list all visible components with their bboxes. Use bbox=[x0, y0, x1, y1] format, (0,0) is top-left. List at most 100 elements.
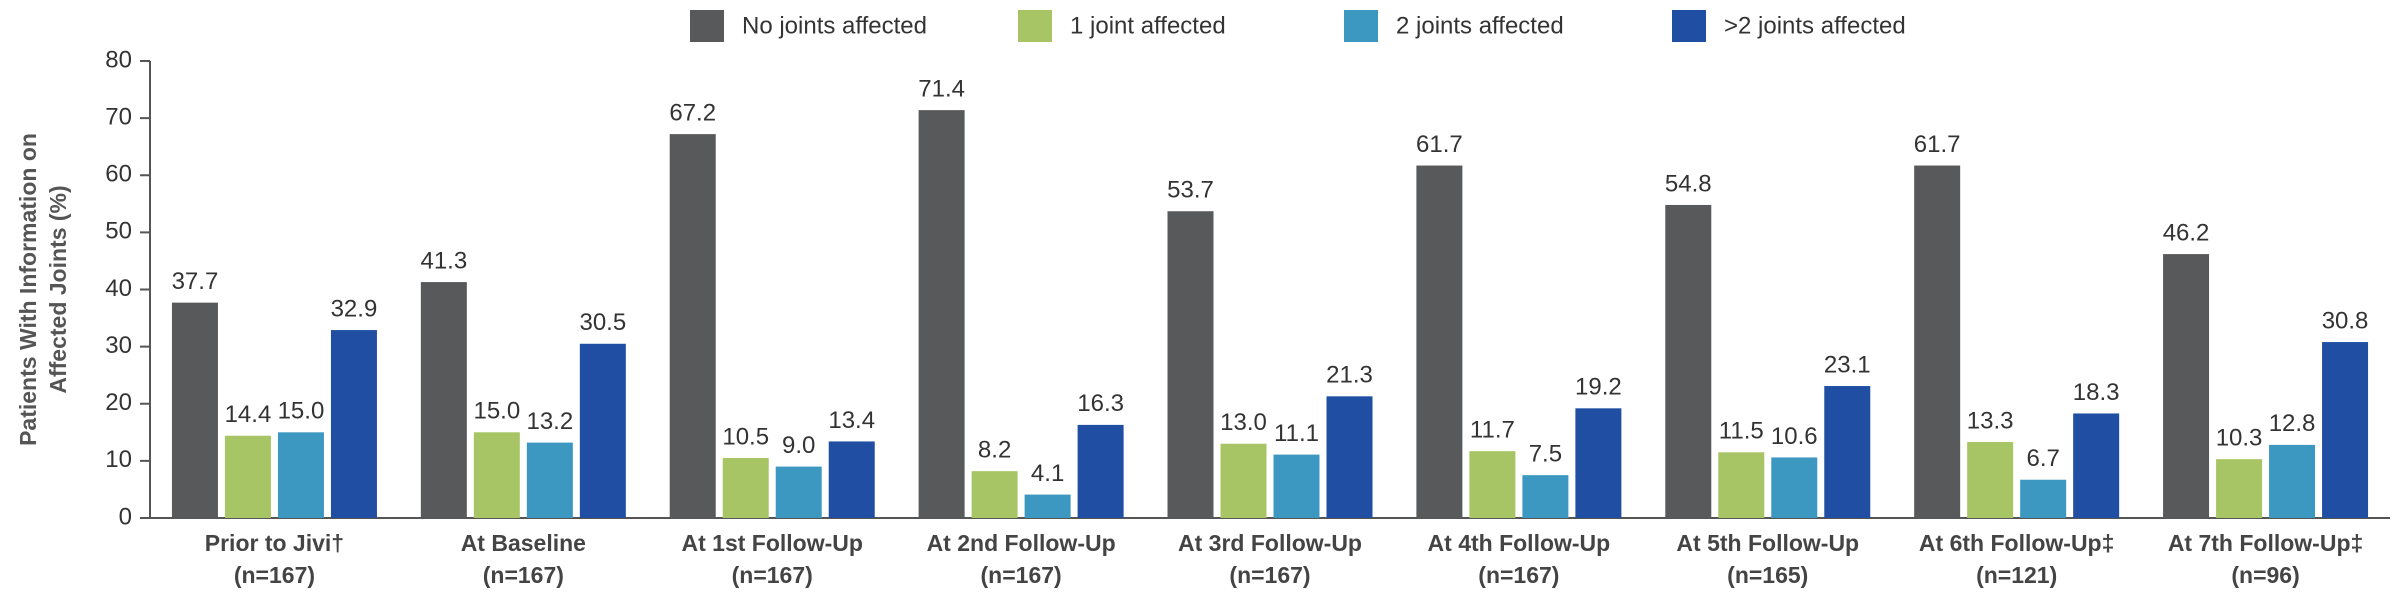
bar bbox=[971, 471, 1018, 518]
bar bbox=[420, 282, 467, 518]
value-label: 11.5 bbox=[1719, 418, 1764, 445]
x-tick-label: At Baseline bbox=[461, 530, 586, 556]
value-label: 30.8 bbox=[2322, 307, 2369, 334]
value-label: 12.8 bbox=[2269, 410, 2316, 437]
x-tick-label: (n=167) bbox=[732, 562, 813, 588]
bar bbox=[1522, 475, 1569, 518]
value-label: 15.0 bbox=[473, 398, 520, 425]
bar bbox=[1024, 494, 1071, 518]
value-label: 7.5 bbox=[1529, 441, 1562, 468]
bar bbox=[828, 441, 875, 518]
value-label: 61.7 bbox=[1914, 131, 1961, 158]
legend-label: No joints affected bbox=[742, 12, 927, 39]
value-label: 32.9 bbox=[331, 295, 378, 322]
y-tick-label: 70 bbox=[105, 103, 132, 130]
bar bbox=[1077, 424, 1124, 518]
value-label: 10.6 bbox=[1771, 423, 1818, 450]
y-tick-label: 30 bbox=[105, 332, 132, 359]
bar bbox=[330, 330, 377, 518]
value-label: 37.7 bbox=[172, 268, 219, 295]
y-tick-label: 40 bbox=[105, 275, 132, 302]
bar bbox=[918, 110, 965, 518]
value-label: 10.5 bbox=[722, 423, 769, 450]
bar bbox=[775, 466, 822, 518]
value-label: 67.2 bbox=[669, 99, 716, 126]
y-axis-label: Affected Joints (%) bbox=[45, 185, 71, 393]
legend-label: >2 joints affected bbox=[1724, 12, 1906, 39]
x-tick-label: (n=167) bbox=[234, 562, 315, 588]
legend-label: 2 joints affected bbox=[1396, 12, 1564, 39]
value-label: 10.3 bbox=[2216, 425, 2263, 452]
legend-swatch bbox=[690, 10, 724, 42]
value-label: 11.7 bbox=[1470, 417, 1515, 444]
bar bbox=[2269, 444, 2316, 518]
x-tick-label: At 2nd Follow-Up bbox=[927, 530, 1116, 556]
bar bbox=[579, 343, 626, 518]
value-label: 13.4 bbox=[828, 407, 875, 434]
bar bbox=[1665, 204, 1712, 518]
value-label: 53.7 bbox=[1167, 177, 1214, 204]
x-tick-label: (n=167) bbox=[1229, 562, 1310, 588]
y-tick-label: 20 bbox=[105, 389, 132, 416]
x-tick-label: (n=165) bbox=[1727, 562, 1808, 588]
legend-swatch bbox=[1344, 10, 1378, 42]
value-label: 8.2 bbox=[978, 437, 1011, 464]
bar bbox=[277, 432, 324, 518]
bar bbox=[669, 134, 716, 518]
x-tick-label: Prior to Jivi† bbox=[205, 530, 344, 556]
value-label: 13.0 bbox=[1220, 409, 1267, 436]
y-tick-label: 0 bbox=[119, 503, 132, 530]
x-tick-label: At 5th Follow-Up bbox=[1676, 530, 1859, 556]
x-tick-label: (n=121) bbox=[1976, 562, 2057, 588]
legend-label: 1 joint affected bbox=[1070, 12, 1226, 39]
bar bbox=[1824, 386, 1871, 518]
value-label: 13.2 bbox=[526, 408, 573, 435]
value-label: 19.2 bbox=[1575, 374, 1622, 401]
bar bbox=[1575, 408, 1622, 518]
value-label: 21.3 bbox=[1326, 362, 1373, 389]
bar bbox=[1967, 442, 2014, 518]
y-tick-label: 80 bbox=[105, 46, 132, 73]
value-label: 6.7 bbox=[2026, 445, 2059, 472]
bar bbox=[1273, 454, 1320, 518]
bar bbox=[2163, 254, 2210, 518]
value-label: 9.0 bbox=[782, 432, 815, 459]
value-label: 23.1 bbox=[1824, 351, 1871, 378]
x-tick-label: At 7th Follow-Up‡ bbox=[2168, 530, 2363, 556]
bar bbox=[224, 435, 271, 518]
bar bbox=[2073, 413, 2120, 518]
bar bbox=[473, 432, 520, 518]
legend-swatch bbox=[1672, 10, 1706, 42]
y-tick-label: 60 bbox=[105, 161, 132, 188]
y-axis-label: Patients With Information on bbox=[15, 133, 41, 446]
x-tick-label: (n=96) bbox=[2231, 562, 2299, 588]
value-label: 15.0 bbox=[278, 398, 325, 425]
x-tick-label: (n=167) bbox=[981, 562, 1062, 588]
value-label: 14.4 bbox=[225, 401, 272, 428]
bar bbox=[171, 302, 218, 518]
value-label: 11.1 bbox=[1274, 420, 1319, 447]
bar bbox=[2020, 479, 2067, 518]
legend-swatch bbox=[1018, 10, 1052, 42]
value-label: 41.3 bbox=[420, 247, 467, 274]
bar bbox=[1718, 452, 1765, 518]
value-label: 61.7 bbox=[1416, 131, 1463, 158]
bar bbox=[1914, 165, 1961, 518]
value-label: 16.3 bbox=[1077, 390, 1124, 417]
bar bbox=[1167, 211, 1214, 518]
y-tick-label: 10 bbox=[105, 446, 132, 473]
value-label: 18.3 bbox=[2073, 379, 2120, 406]
x-tick-label: At 6th Follow-Up‡ bbox=[1919, 530, 2114, 556]
x-tick-label: At 4th Follow-Up bbox=[1428, 530, 1611, 556]
bar bbox=[1220, 443, 1267, 518]
value-label: 71.4 bbox=[918, 75, 965, 102]
bar bbox=[722, 458, 769, 518]
value-label: 30.5 bbox=[579, 309, 626, 336]
value-label: 54.8 bbox=[1665, 170, 1712, 197]
x-tick-label: (n=167) bbox=[483, 562, 564, 588]
x-tick-label: (n=167) bbox=[1478, 562, 1559, 588]
bar bbox=[2216, 459, 2263, 518]
bar bbox=[1416, 165, 1463, 518]
